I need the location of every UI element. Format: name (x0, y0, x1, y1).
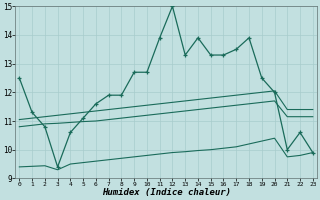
X-axis label: Humidex (Indice chaleur): Humidex (Indice chaleur) (101, 188, 231, 197)
